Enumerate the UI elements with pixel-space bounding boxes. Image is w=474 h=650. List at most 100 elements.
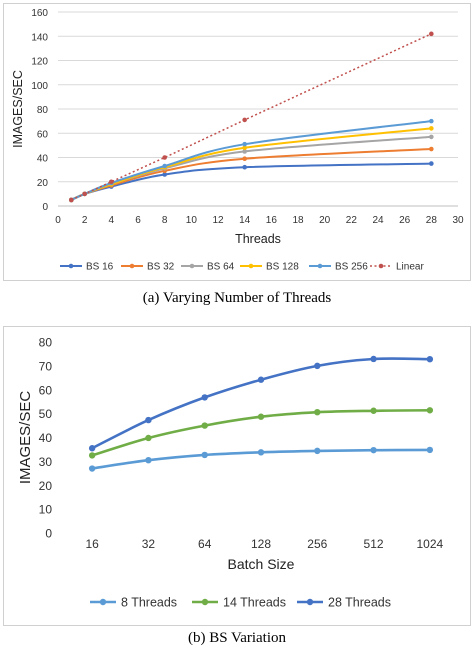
y-tick-label: 50 bbox=[39, 407, 53, 421]
x-tick-label: 4 bbox=[109, 215, 115, 226]
x-tick-label: 16 bbox=[85, 537, 99, 551]
x-tick-label: 20 bbox=[319, 215, 331, 226]
data-point bbox=[88, 465, 96, 472]
x-tick-label: 10 bbox=[186, 215, 198, 226]
x-axis-title: Threads bbox=[235, 232, 281, 246]
series-line-1 bbox=[70, 148, 432, 201]
legend-marker-1 bbox=[129, 263, 135, 269]
y-tick-label: 160 bbox=[31, 8, 48, 19]
data-point bbox=[429, 146, 434, 152]
data-point bbox=[242, 141, 247, 147]
x-axis-title: Batch Size bbox=[228, 556, 295, 572]
legend-marker-2 bbox=[189, 263, 195, 269]
x-tick-label: 14 bbox=[239, 215, 251, 226]
legend-marker-0 bbox=[68, 263, 74, 269]
series-line-5 bbox=[70, 33, 432, 201]
legend-label-3: BS 128 bbox=[266, 262, 299, 273]
data-point bbox=[88, 445, 96, 452]
y-tick-label: 20 bbox=[37, 178, 49, 189]
data-point bbox=[429, 161, 434, 166]
x-tick-label: 22 bbox=[346, 215, 358, 226]
y-axis-title: IMAGES/SEC bbox=[11, 70, 25, 148]
data-point bbox=[201, 394, 208, 401]
x-tick-label: 128 bbox=[251, 537, 271, 551]
data-point bbox=[429, 126, 434, 131]
legend-label-0: BS 16 bbox=[86, 262, 114, 273]
legend-label-1: 14 Threads bbox=[223, 596, 286, 610]
x-tick-label: 28 bbox=[426, 215, 438, 226]
y-tick-label: 40 bbox=[37, 154, 49, 165]
x-tick-label: 16 bbox=[266, 215, 278, 226]
chart-panel-batch-size: 0 10 20 30 40 50 60 70 80 16 32 64 128 256 512 1024 Batc… bbox=[0, 326, 474, 626]
data-point bbox=[370, 446, 377, 454]
y-tick-label: 140 bbox=[31, 32, 48, 43]
data-point bbox=[162, 172, 167, 177]
y-tick-label: 60 bbox=[39, 383, 53, 397]
data-point bbox=[314, 408, 321, 416]
data-point bbox=[242, 149, 247, 154]
data-point bbox=[201, 422, 208, 429]
legend-marker-3 bbox=[248, 263, 254, 269]
legend-label-2: BS 64 bbox=[207, 262, 235, 273]
data-point bbox=[145, 434, 152, 442]
legend-label-2: 28 Threads bbox=[328, 596, 391, 610]
legend-marker-1 bbox=[201, 598, 209, 606]
caption-threads: (a) Varying Number of Threads bbox=[142, 290, 332, 306]
data-point bbox=[242, 164, 247, 170]
y-tick-label: 60 bbox=[37, 129, 49, 140]
x-tick-label: 512 bbox=[364, 537, 384, 551]
chart-frame-threads bbox=[3, 3, 471, 281]
y-tick-label: 80 bbox=[37, 105, 49, 116]
y-axis-title: IMAGES/SEC bbox=[17, 391, 34, 485]
legend-marker-5 bbox=[378, 263, 384, 269]
x-tick-label: 24 bbox=[372, 215, 384, 226]
y-tick-label: 10 bbox=[39, 503, 53, 517]
x-tick-label: 64 bbox=[198, 537, 212, 551]
data-point bbox=[257, 413, 265, 420]
x-tick-label: 26 bbox=[399, 215, 411, 226]
data-point bbox=[314, 447, 321, 455]
series-line-2 bbox=[91, 357, 430, 450]
legend-label-5: Linear bbox=[396, 262, 424, 273]
x-tick-label: 18 bbox=[292, 215, 304, 226]
y-tick-label: 100 bbox=[31, 81, 48, 92]
y-tick-label: 0 bbox=[45, 527, 52, 541]
data-point bbox=[242, 156, 247, 162]
y-tick-label: 70 bbox=[39, 359, 53, 373]
legend-label-1: BS 32 bbox=[147, 262, 175, 273]
data-point bbox=[429, 31, 434, 37]
y-tick-label: 0 bbox=[42, 202, 48, 213]
data-point bbox=[145, 416, 152, 424]
data-point bbox=[88, 452, 96, 459]
legend-marker-2 bbox=[306, 598, 314, 606]
legend-label-4: BS 256 bbox=[335, 262, 368, 273]
data-point bbox=[257, 449, 265, 456]
y-tick-label: 40 bbox=[39, 431, 53, 445]
x-tick-label: 256 bbox=[307, 537, 327, 551]
batch-size-chart: 0 10 20 30 40 50 60 70 80 16 32 64 128 256 512 1024 Batc… bbox=[17, 336, 444, 610]
x-tick-label: 2 bbox=[82, 215, 88, 226]
chart-frame-batch-size bbox=[3, 326, 471, 626]
data-point bbox=[314, 362, 321, 370]
caption-batch-size: (b) BS Variation bbox=[187, 630, 287, 646]
data-point bbox=[242, 145, 247, 151]
data-point bbox=[162, 163, 167, 169]
data-point bbox=[162, 155, 167, 160]
x-tick-label: 1024 bbox=[417, 537, 444, 551]
legend-marker-4 bbox=[317, 263, 323, 269]
x-tick-label: 30 bbox=[452, 215, 464, 226]
data-point bbox=[109, 179, 114, 185]
data-point bbox=[426, 407, 434, 414]
x-tick-label: 8 bbox=[162, 215, 168, 226]
y-tick-label: 80 bbox=[39, 336, 53, 350]
data-point bbox=[145, 456, 152, 464]
data-point bbox=[429, 134, 434, 140]
data-point bbox=[201, 451, 208, 459]
data-point bbox=[429, 118, 434, 124]
data-point bbox=[370, 355, 377, 363]
chart-panel-threads: 0 20 40 60 80 100 120 140 160 0 2 4 6 8 10 12 14 16 18 20 22… bbox=[0, 0, 474, 282]
x-tick-label: 0 bbox=[55, 215, 61, 226]
x-tick-label: 32 bbox=[142, 537, 156, 551]
y-tick-label: 120 bbox=[31, 57, 48, 68]
data-point bbox=[370, 407, 377, 414]
